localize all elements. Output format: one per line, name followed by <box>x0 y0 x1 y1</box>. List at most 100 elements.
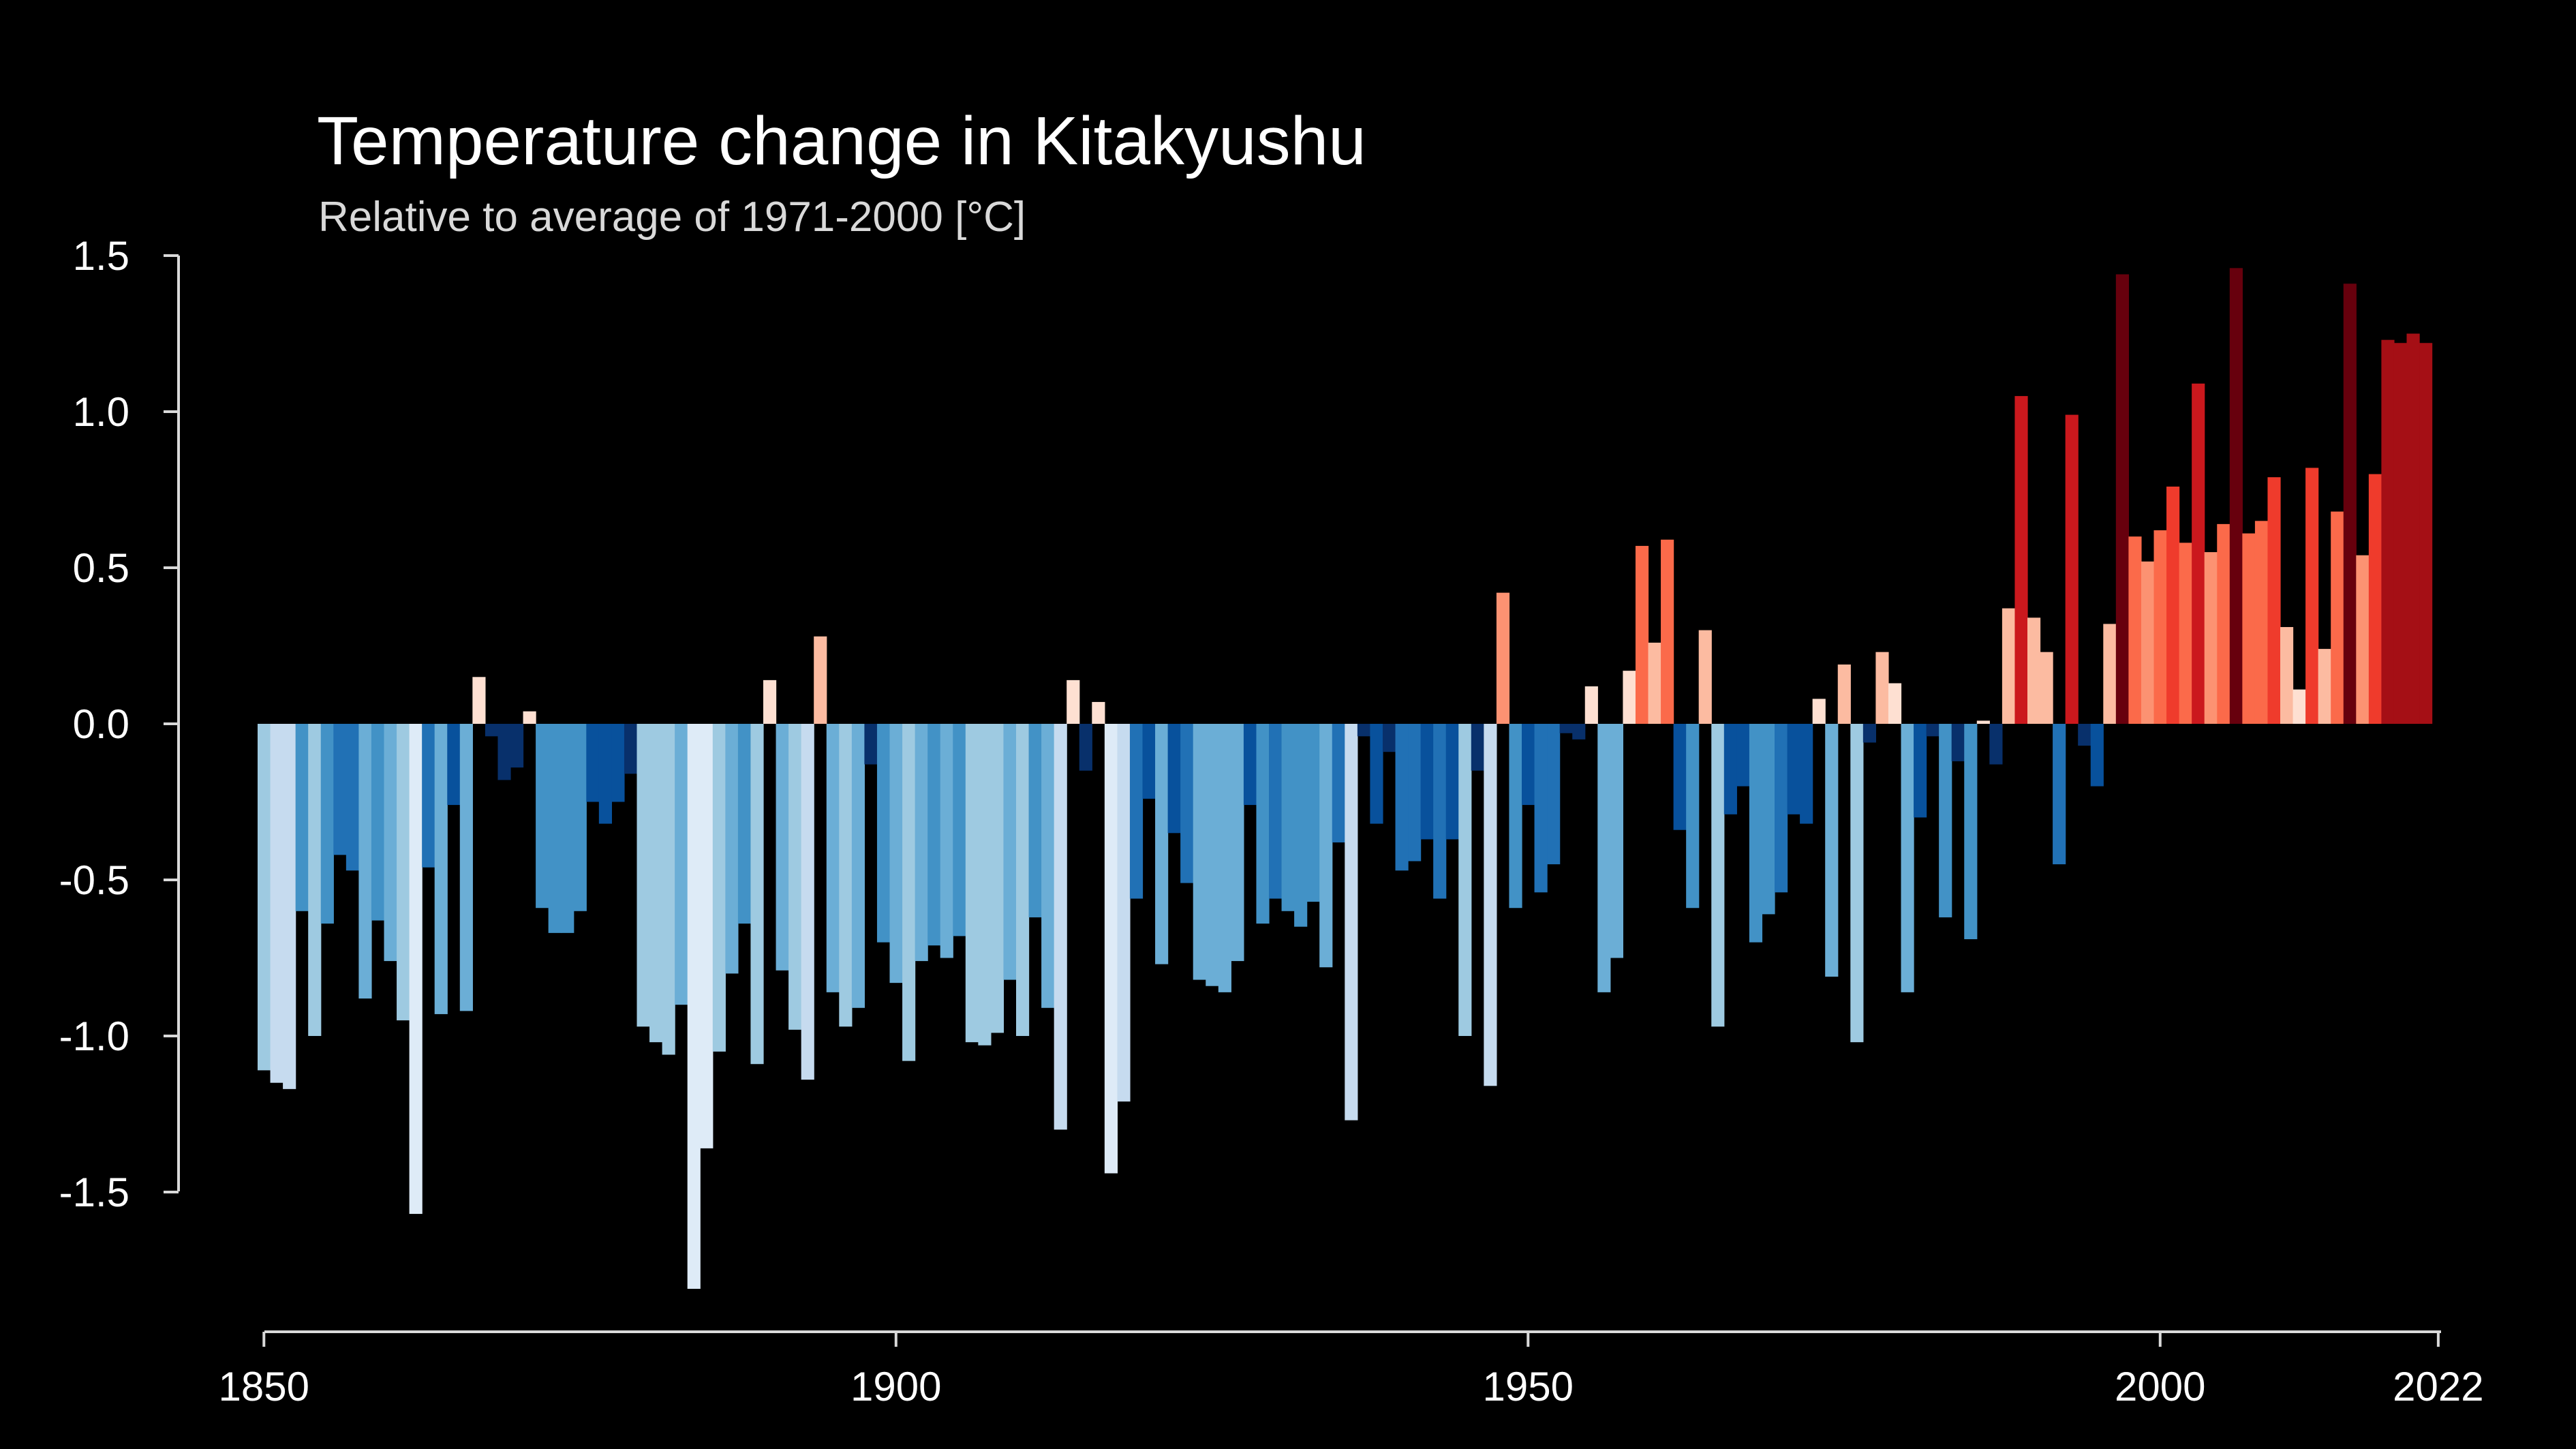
bar-1980 <box>1901 724 1914 992</box>
bar-1881 <box>649 724 663 1043</box>
bar-1852 <box>283 724 296 1089</box>
bar-1970 <box>1775 724 1788 893</box>
bar-2018 <box>2381 339 2395 724</box>
bar-1983 <box>1939 724 1952 917</box>
bar-1902 <box>915 724 928 962</box>
bar-1933 <box>1306 724 1320 902</box>
bar-1906 <box>965 724 979 1043</box>
bar-1871 <box>523 711 536 724</box>
bar-1976 <box>1850 724 1864 1043</box>
bar-1928 <box>1243 724 1257 806</box>
bar-1961 <box>1661 539 1674 724</box>
bar-1936 <box>1345 724 1358 1120</box>
bar-1946 <box>1471 724 1484 771</box>
bar-1958 <box>1623 671 1636 724</box>
bar-1937 <box>1357 724 1370 737</box>
bar-2004 <box>2204 552 2218 724</box>
bar-1924 <box>1193 724 1206 980</box>
bar-1962 <box>1673 724 1687 830</box>
bar-1972 <box>1800 724 1813 824</box>
bar-1927 <box>1231 724 1244 962</box>
y-tick-label: 1.0 <box>73 389 129 435</box>
bar-1951 <box>1534 724 1548 893</box>
bar-1879 <box>624 724 638 774</box>
bar-1981 <box>1914 724 1927 818</box>
bar-2009 <box>2267 477 2281 724</box>
bar-1979 <box>1888 683 1902 724</box>
bar-1866 <box>459 724 473 1011</box>
bar-1988 <box>2002 608 2016 724</box>
bar-1888 <box>737 724 752 924</box>
bar-1873 <box>548 724 562 933</box>
bar-1940 <box>1395 724 1409 871</box>
bar-1967 <box>1736 724 1750 787</box>
bar-1957 <box>1610 724 1623 958</box>
bar-1935 <box>1332 724 1345 843</box>
bar-1899 <box>876 724 891 943</box>
bar-1990 <box>2027 617 2041 724</box>
bar-1984 <box>1951 724 1965 761</box>
bar-1858 <box>358 724 372 999</box>
bar-1874 <box>561 724 574 933</box>
bar-1922 <box>1167 724 1181 834</box>
bar-1877 <box>598 724 612 824</box>
bar-1939 <box>1382 724 1396 752</box>
y-axis-ticks: 1.5 1.0 0.5 0.0 -0.5 -1.0 -1.5 <box>59 233 179 1215</box>
bar-1889 <box>750 724 764 1065</box>
bar-1918 <box>1117 724 1131 1102</box>
bar-1973 <box>1812 699 1826 724</box>
bar-1876 <box>586 724 600 802</box>
bar-1878 <box>611 724 625 802</box>
bar-1854 <box>308 724 322 1036</box>
bar-2005 <box>2217 523 2230 724</box>
chart-title: Temperature change in Kitakyushu <box>317 103 1366 179</box>
x-tick-label: 2022 <box>2393 1364 2483 1409</box>
bar-1952 <box>1547 724 1561 865</box>
bar-1966 <box>1723 724 1737 814</box>
bar-1883 <box>675 724 688 1005</box>
bar-1884 <box>687 724 701 1289</box>
bar-1999 <box>2141 561 2155 724</box>
bar-1915 <box>1079 724 1092 771</box>
bar-2007 <box>2242 533 2256 724</box>
bar-1993 <box>2065 414 2079 724</box>
bar-1898 <box>864 724 878 765</box>
bar-1975 <box>1837 664 1851 724</box>
bar-1895 <box>826 724 840 992</box>
bar-1911 <box>1028 724 1042 917</box>
y-tick-label: -0.5 <box>59 857 129 903</box>
bar-1948 <box>1496 592 1510 724</box>
bar-1910 <box>1016 724 1030 1036</box>
bar-2015 <box>2343 284 2357 724</box>
bar-1934 <box>1319 724 1333 968</box>
bar-1977 <box>1862 724 1876 743</box>
x-tick-label: 1850 <box>219 1364 309 1409</box>
bar-1896 <box>839 724 853 1027</box>
bar-1851 <box>270 724 283 1083</box>
bar-2002 <box>2179 543 2192 724</box>
y-tick-label: 1.5 <box>73 233 129 279</box>
bar-1856 <box>333 724 347 855</box>
bar-1872 <box>536 724 549 909</box>
bar-1985 <box>1964 724 1978 940</box>
bar-1965 <box>1711 724 1725 1027</box>
y-tick-label: 0.5 <box>73 545 129 591</box>
bar-1943 <box>1433 724 1447 899</box>
bar-1904 <box>940 724 953 958</box>
bar-1914 <box>1067 680 1080 724</box>
bar-1920 <box>1142 724 1156 799</box>
bar-2016 <box>2356 555 2370 724</box>
bar-2021 <box>2419 343 2433 724</box>
bar-1955 <box>1584 686 1598 724</box>
bar-1941 <box>1408 724 1422 861</box>
chart-subtitle: Relative to average of 1971-2000 [°C] <box>318 194 1026 241</box>
bar-2011 <box>2293 689 2306 724</box>
bar-1947 <box>1484 724 1497 1086</box>
bar-1850 <box>258 724 271 1071</box>
bar-1868 <box>485 724 499 737</box>
bar-1912 <box>1041 724 1055 1008</box>
bar-1954 <box>1572 724 1586 739</box>
bar-2012 <box>2305 468 2319 724</box>
y-tick-label: -1.5 <box>59 1170 129 1215</box>
